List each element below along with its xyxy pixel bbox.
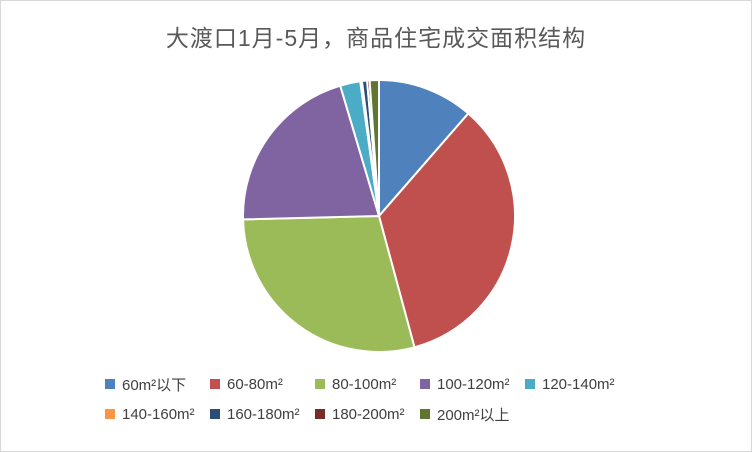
legend-swatch-icon [315, 379, 325, 389]
legend-swatch-icon [210, 379, 220, 389]
chart-title: 大渡口1月-5月，商品住宅成交面积结构 [165, 25, 587, 51]
legend-item-2[interactable]: 80-100m² [315, 376, 416, 393]
pie-slice-3[interactable] [242, 84, 380, 221]
legend-item-3[interactable]: 100-120m² [420, 376, 521, 393]
legend-swatch-icon [315, 409, 325, 419]
legend-swatch-icon [210, 409, 220, 419]
pie-slice-2[interactable] [242, 215, 416, 353]
legend-swatch-icon [105, 379, 115, 389]
legend-item-6[interactable]: 160-180m² [210, 406, 311, 423]
legend-swatch-icon [105, 409, 115, 419]
legend-row: 60m²以下 60-80m² 80-100m² 100-120m² 120-140m² [105, 372, 731, 396]
legend-row: 140-160m² 160-180m² 180-200m² 200m²以上 [105, 402, 731, 426]
pie-slice-0[interactable] [378, 79, 470, 217]
pie-slice-1[interactable] [378, 112, 516, 349]
legend: 60m²以下 60-80m² 80-100m² 100-120m² 120-140m² 1… [105, 372, 731, 426]
legend-swatch-icon [525, 379, 535, 389]
legend-label: 180-200m² [332, 405, 405, 423]
legend-label: 200m²以上 [437, 406, 510, 424]
legend-item-1[interactable]: 60-80m² [210, 376, 311, 393]
legend-swatch-icon [420, 379, 430, 389]
legend-label: 60-80m² [227, 375, 283, 393]
legend-item-5[interactable]: 140-160m² [105, 406, 206, 423]
legend-item-0[interactable]: 60m²以下 [105, 374, 206, 395]
legend-item-7[interactable]: 180-200m² [315, 406, 416, 423]
legend-label: 80-100m² [332, 375, 397, 393]
legend-label: 140-160m² [122, 405, 195, 423]
legend-label: 100-120m² [437, 375, 510, 393]
legend-label: 60m²以下 [122, 376, 187, 394]
legend-label: 120-140m² [542, 375, 615, 393]
pie-chart [242, 78, 516, 353]
pie-slice-8[interactable] [368, 78, 380, 217]
legend-item-8[interactable]: 200m²以上 [420, 404, 521, 425]
legend-swatch-icon [420, 409, 430, 419]
legend-item-4[interactable]: 120-140m² [525, 376, 626, 393]
legend-label: 160-180m² [227, 405, 300, 423]
